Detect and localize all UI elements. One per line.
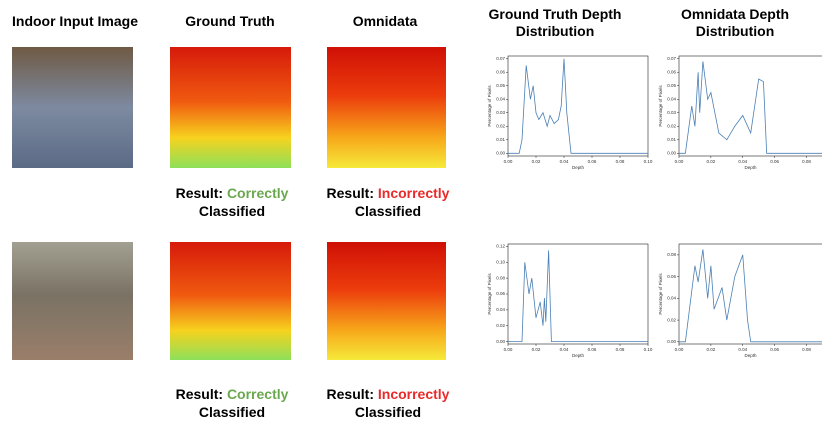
x-tick-label: 0.02 <box>532 347 541 352</box>
x-tick-label: 0.10 <box>644 159 653 164</box>
x-tick-label: 0.00 <box>504 159 513 164</box>
y-tick-label: 0.04 <box>667 296 676 301</box>
x-tick-label: 0.00 <box>675 347 684 352</box>
chart: 0.00 0.01 0.02 0.03 0.04 0.05 0.06 0.07 0.00 0.02… <box>487 55 653 170</box>
column-header: Ground Truth <box>185 13 275 29</box>
data-line <box>679 61 822 154</box>
y-tick-label: 0.05 <box>496 83 505 88</box>
y-tick-label: 0.03 <box>496 110 505 115</box>
y-tick-label: 0.02 <box>496 323 505 328</box>
depth-image <box>327 242 446 360</box>
y-tick-label: 0.05 <box>667 83 676 88</box>
x-tick-label: 0.04 <box>560 159 569 164</box>
y-axis-label: Percentage of Pixels <box>487 273 492 315</box>
y-tick-label: 0.12 <box>496 244 505 249</box>
y-tick-label: 0.07 <box>496 56 505 61</box>
chart: 0.00 0.02 0.04 0.06 0.08 0.10 0.12 0.00 0.02 0.04… <box>487 244 653 359</box>
depth-image <box>327 47 446 168</box>
x-tick-label: 0.04 <box>738 159 747 164</box>
data-line <box>508 250 648 343</box>
y-tick-label: 0.06 <box>496 291 505 296</box>
data-line <box>679 249 822 343</box>
x-tick-label: 0.10 <box>644 347 653 352</box>
y-tick-label: 0.01 <box>496 137 505 142</box>
y-axis-label: Percentage of Pixels <box>658 85 663 127</box>
result: Result: Incorrectly Classified <box>326 185 450 219</box>
column-header: Ground Truth Depth Distribution <box>488 6 622 39</box>
x-tick-label: 0.00 <box>675 159 684 164</box>
y-tick-label: 0.02 <box>667 123 676 128</box>
column-header: Omnidata <box>352 13 418 29</box>
plot-frame <box>507 55 649 157</box>
x-tick-label: 0.04 <box>560 347 569 352</box>
plot-frame <box>678 243 822 345</box>
y-tick-label: 0.08 <box>496 275 505 280</box>
x-tick-label: 0.08 <box>616 347 625 352</box>
y-axis-label: Percentage of Pixels <box>658 273 663 315</box>
y-tick-label: 0.03 <box>667 110 676 115</box>
y-tick-label: 0.06 <box>667 69 676 74</box>
x-tick-label: 0.08 <box>616 159 625 164</box>
x-axis-label: Depth <box>572 165 585 170</box>
y-tick-label: 0.04 <box>496 96 505 101</box>
y-tick-label: 0.08 <box>667 252 676 257</box>
depth-image <box>170 242 291 360</box>
y-tick-label: 0.02 <box>667 317 676 322</box>
y-axis-label: Percentage of Pixels <box>487 85 492 127</box>
x-tick-label: 0.04 <box>738 347 747 352</box>
y-tick-label: 0.10 <box>496 259 505 264</box>
x-axis-label: Depth <box>572 353 585 358</box>
y-tick-label: 0.07 <box>667 56 676 61</box>
input-image <box>12 47 133 168</box>
plot-frame <box>678 55 822 157</box>
y-tick-label: 0.04 <box>667 96 676 101</box>
x-tick-label: 0.02 <box>532 159 541 164</box>
column-header: Indoor Input Image <box>12 13 138 29</box>
y-tick-label: 0.06 <box>496 69 505 74</box>
y-tick-label: 0.00 <box>496 339 505 344</box>
y-tick-label: 0.00 <box>667 150 676 155</box>
input-image <box>12 242 133 360</box>
chart: 0.00 0.01 0.02 0.03 0.04 0.05 0.06 0.07 0.00 0.02… <box>658 55 822 170</box>
result: Result: Correctly Classified <box>175 185 289 219</box>
x-tick-label: 0.06 <box>770 159 779 164</box>
x-tick-label: 0.02 <box>706 159 715 164</box>
result: Result: Incorrectly Classified <box>326 386 450 420</box>
y-tick-label: 0.00 <box>496 150 505 155</box>
x-axis-label: Depth <box>744 165 757 170</box>
y-tick-label: 0.04 <box>496 307 505 312</box>
y-tick-label: 0.00 <box>667 339 676 344</box>
result: Result: Correctly Classified <box>175 386 289 420</box>
y-tick-label: 0.02 <box>496 123 505 128</box>
depth-image <box>170 47 291 168</box>
x-tick-label: 0.08 <box>802 159 811 164</box>
x-tick-label: 0.06 <box>588 159 597 164</box>
chart: 0.00 0.02 0.04 0.06 0.08 0.00 0.02 0.04 0.06 0.08… <box>658 243 822 358</box>
x-axis-label: Depth <box>744 353 757 358</box>
data-line <box>508 58 648 154</box>
y-tick-label: 0.01 <box>667 137 676 142</box>
column-header: Omnidata Depth Distribution <box>680 6 790 39</box>
x-tick-label: 0.02 <box>706 347 715 352</box>
x-tick-label: 0.08 <box>802 347 811 352</box>
x-tick-label: 0.06 <box>770 347 779 352</box>
y-tick-label: 0.06 <box>667 274 676 279</box>
x-tick-label: 0.00 <box>504 347 513 352</box>
x-tick-label: 0.06 <box>588 347 597 352</box>
